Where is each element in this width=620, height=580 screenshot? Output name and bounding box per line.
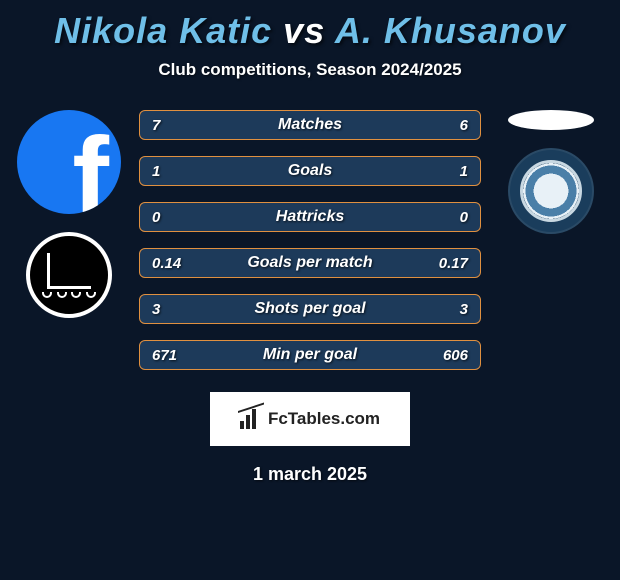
comparison-body: f 7 Matches 6 1 Goals 1 0 Hattr [0, 110, 620, 370]
stat-label: Hattricks [276, 208, 344, 226]
stat-left-value: 3 [152, 301, 160, 318]
stat-right-value: 1 [460, 163, 468, 180]
stat-row-spg: 3 Shots per goal 3 [139, 294, 481, 324]
stat-label: Goals [288, 162, 332, 180]
left-column: f [17, 110, 121, 318]
brand-badge: FcTables.com [210, 392, 410, 446]
player1-avatar: f [17, 110, 121, 214]
stat-right-value: 606 [443, 347, 468, 364]
stat-row-gpm: 0.14 Goals per match 0.17 [139, 248, 481, 278]
player1-name: Nikola Katic [54, 10, 272, 51]
stat-right-value: 6 [460, 117, 468, 134]
stat-left-value: 0.14 [152, 255, 181, 272]
club-crest-icon [520, 160, 582, 222]
stat-label: Min per goal [263, 346, 357, 364]
waves-icon [42, 292, 96, 300]
brand-text: FcTables.com [268, 409, 380, 429]
player2-club-logo [508, 148, 594, 234]
stat-row-hattricks: 0 Hattricks 0 [139, 202, 481, 232]
right-column [499, 110, 603, 234]
comparison-date: 1 march 2025 [0, 464, 620, 485]
stat-left-value: 1 [152, 163, 160, 180]
stat-row-goals: 1 Goals 1 [139, 156, 481, 186]
vs-text: vs [283, 10, 325, 51]
chart-icon [240, 409, 262, 429]
stat-right-value: 0 [460, 209, 468, 226]
stat-right-value: 3 [460, 301, 468, 318]
player2-name: A. Khusanov [335, 10, 566, 51]
stat-label: Goals per match [247, 254, 372, 272]
stat-row-matches: 7 Matches 6 [139, 110, 481, 140]
stat-right-value: 0.17 [439, 255, 468, 272]
stat-left-value: 0 [152, 209, 160, 226]
stat-left-value: 7 [152, 117, 160, 134]
player1-club-logo [26, 232, 112, 318]
stat-left-value: 671 [152, 347, 177, 364]
stat-label: Matches [278, 116, 342, 134]
comparison-subtitle: Club competitions, Season 2024/2025 [0, 60, 620, 80]
boat-icon [47, 253, 91, 289]
stats-table: 7 Matches 6 1 Goals 1 0 Hattricks 0 0.14… [139, 110, 481, 370]
comparison-title: Nikola Katic vs A. Khusanov [0, 10, 620, 52]
facebook-icon: f [72, 122, 109, 214]
stat-row-mpg: 671 Min per goal 606 [139, 340, 481, 370]
player2-avatar [508, 110, 594, 130]
stat-label: Shots per goal [254, 300, 365, 318]
